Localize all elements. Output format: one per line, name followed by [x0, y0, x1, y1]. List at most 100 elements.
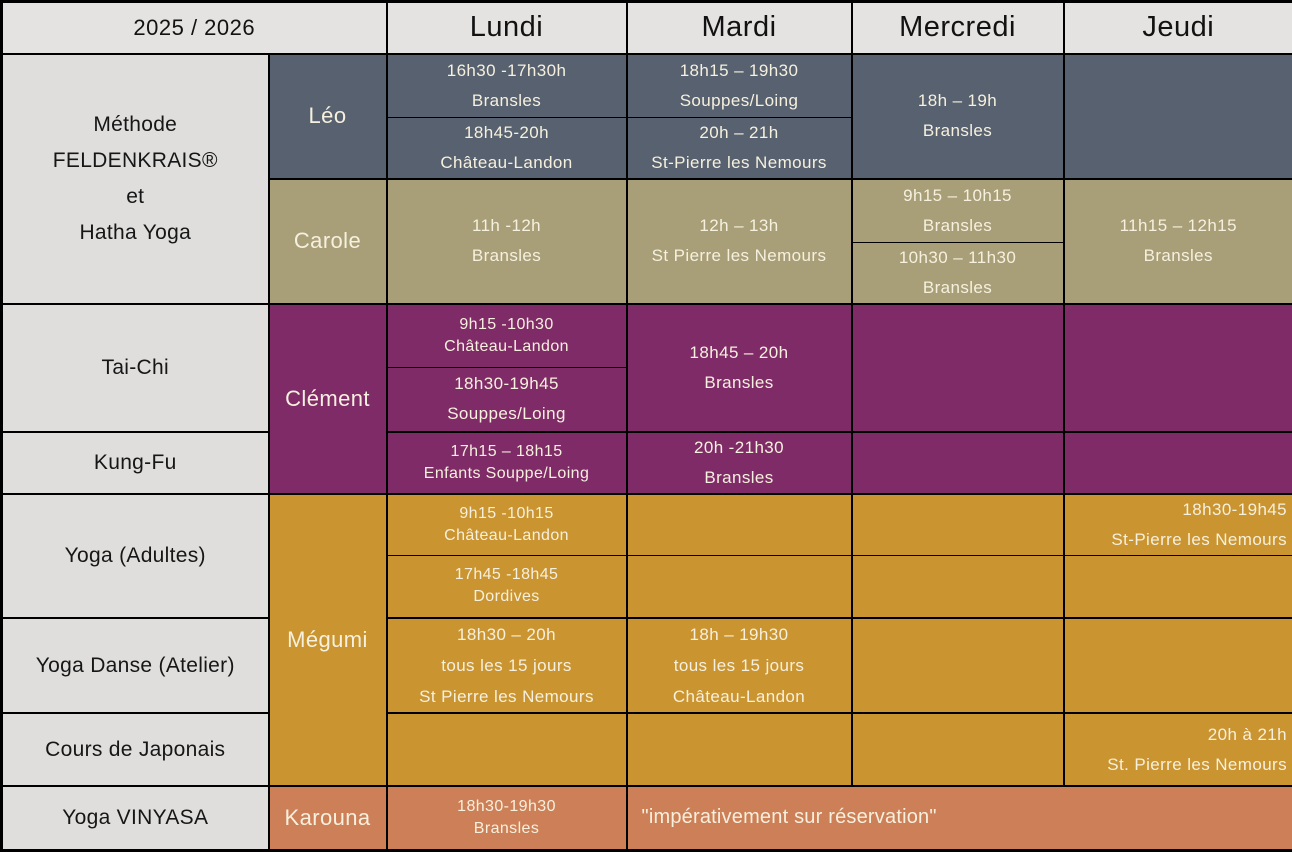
location-text: Bransles — [922, 277, 993, 297]
location-text: Bransles — [704, 467, 774, 487]
location-text: Château-Landon — [444, 526, 569, 544]
instructor-leo: Léo — [267, 53, 388, 180]
cell-japonais-jeudi: 20h à 21h St. Pierre les Nemours — [1062, 712, 1292, 787]
time-text: 12h – 13h — [699, 216, 779, 236]
category-kungfu: Kung-Fu — [0, 430, 270, 494]
cell-carole-mardi: 12h – 13h St Pierre les Nemours — [625, 178, 853, 304]
time-text: 9h15 -10h15 — [459, 504, 554, 522]
category-line: Cours de Japonais — [45, 737, 226, 761]
location-text: St Pierre les Nemours — [651, 246, 827, 266]
location-text: Bransles — [471, 90, 542, 110]
time-text: 11h15 – 12h15 — [1119, 216, 1237, 236]
cell-leo-mercredi: 18h – 19h Bransles — [850, 53, 1065, 180]
cell-yoga-adultes-jeudi: 18h30-19h45 St-Pierre les Nemours — [1062, 492, 1292, 556]
cell-japonais-lundi-empty — [385, 712, 628, 787]
cell-leo-mardi-2: 20h – 21h St-Pierre les Nemours — [625, 117, 853, 180]
time-text: 18h45 – 20h — [689, 342, 789, 362]
location-text: Bransles — [471, 246, 542, 266]
category-line: FELDENKRAIS® — [52, 148, 218, 172]
location-text: Souppes/Loing — [679, 90, 799, 110]
instructor-name: Léo — [308, 103, 347, 129]
instructor-megumi: Mégumi — [267, 492, 388, 787]
category-line: Yoga Danse (Atelier) — [35, 653, 235, 677]
cell-yoga-adultes-lundi-1: 9h15 -10h15 Château-Landon — [385, 492, 628, 556]
location-text: Souppes/Loing — [447, 404, 566, 424]
location-text: Bransles — [473, 819, 540, 837]
cell-yoga-adultes-mercredi-1-empty — [850, 492, 1065, 556]
instructor-name: Clément — [285, 385, 370, 411]
header-day-mardi: Mardi — [625, 0, 853, 55]
cell-carole-mercredi-1: 9h15 – 10h15 Bransles — [850, 178, 1065, 243]
header-year: 2025 / 2026 — [0, 0, 388, 55]
time-text: 16h30 -17h30h — [446, 60, 567, 80]
time-text: 18h30 – 20h — [457, 625, 556, 644]
cell-carole-mercredi-2: 10h30 – 11h30 Bransles — [850, 241, 1065, 304]
location-text: Bransles — [704, 372, 774, 392]
location-text: Dordives — [473, 588, 540, 606]
time-text: 20h -21h30 — [694, 437, 785, 457]
category-japonais: Cours de Japonais — [0, 712, 270, 787]
cell-kungfu-mercredi-empty — [850, 430, 1065, 494]
location-text: Château-Landon — [440, 153, 573, 172]
instructor-clement: Clément — [267, 302, 388, 494]
cell-kungfu-jeudi-empty — [1062, 430, 1292, 494]
time-text: 18h30-19h30 — [457, 797, 556, 815]
cell-vinyasa-lundi: 18h30-19h30 Bransles — [385, 785, 628, 851]
cell-carole-jeudi: 11h15 – 12h15 Bransles — [1062, 178, 1292, 304]
category-yoga-adultes: Yoga (Adultes) — [0, 492, 270, 619]
header-day-lundi: Lundi — [385, 0, 628, 55]
instructor-name: Mégumi — [287, 626, 368, 652]
time-text: 9h15 -10h30 — [459, 315, 554, 333]
category-line: Tai-Chi — [101, 355, 169, 379]
time-text: 18h – 19h30 — [689, 625, 789, 644]
cell-taichi-mercredi-empty — [850, 302, 1065, 432]
cell-taichi-jeudi-empty — [1062, 302, 1292, 432]
time-text: 9h15 – 10h15 — [903, 185, 1012, 205]
cell-yoga-danse-mercredi-empty — [850, 617, 1065, 714]
cell-carole-lundi: 11h -12h Bransles — [385, 178, 628, 304]
cell-yoga-danse-jeudi-empty — [1062, 617, 1292, 714]
time-text: 18h30-19h45 — [1182, 499, 1288, 519]
location-text: Bransles — [922, 215, 993, 235]
location-text: Bransles — [1143, 246, 1213, 266]
time-text: 18h30-19h45 — [454, 374, 559, 394]
instructor-karouna: Karouna — [267, 785, 388, 851]
time-text: 18h – 19h — [917, 91, 998, 111]
cell-vinyasa-reservation-note: "impérativement sur réservation" — [625, 785, 1292, 851]
category-line: Yoga VINYASA — [62, 805, 209, 829]
category-line: Méthode — [93, 112, 178, 136]
time-text: 17h15 – 18h15 — [450, 442, 563, 460]
header-day-mercredi: Mercredi — [850, 0, 1065, 55]
frequency-text: tous les 15 jours — [441, 656, 572, 675]
instructor-carole: Carole — [267, 178, 388, 304]
cell-yoga-danse-mardi: 18h – 19h30 tous les 15 jours Château-La… — [625, 617, 853, 714]
location-text: St Pierre les Nemours — [419, 687, 594, 706]
category-line: Yoga (Adultes) — [64, 543, 206, 567]
instructor-name: Karouna — [284, 804, 371, 830]
time-text: 20h – 21h — [699, 123, 779, 142]
header-day-jeudi: Jeudi — [1062, 0, 1292, 55]
category-taichi: Tai-Chi — [0, 302, 270, 432]
frequency-text: tous les 15 jours — [673, 656, 805, 675]
cell-taichi-lundi-1: 9h15 -10h30 Château-Landon — [385, 302, 628, 368]
location-text: Château-Landon — [672, 687, 806, 706]
location-text: St-Pierre les Nemours — [651, 153, 827, 172]
location-text: St. Pierre les Nemours — [1107, 754, 1288, 774]
cell-japonais-mercredi-empty — [850, 712, 1065, 787]
cell-kungfu-mardi: 20h -21h30 Bransles — [625, 430, 853, 494]
category-vinyasa: Yoga VINYASA — [0, 785, 270, 851]
cell-leo-mardi-1: 18h15 – 19h30 Souppes/Loing — [625, 53, 853, 118]
reservation-note-text: "impérativement sur réservation" — [641, 806, 937, 829]
category-line: et — [126, 184, 145, 208]
cell-yoga-adultes-mercredi-2-empty — [850, 554, 1065, 619]
cell-yoga-adultes-mardi-1-empty — [625, 492, 853, 556]
cell-leo-lundi-1: 16h30 -17h30h Bransles — [385, 53, 628, 118]
location-text: Château-Landon — [444, 337, 569, 355]
cell-japonais-mardi-empty — [625, 712, 853, 787]
time-text: 17h45 -18h45 — [454, 566, 559, 584]
time-text: 20h à 21h — [1207, 724, 1288, 744]
time-text: 18h15 – 19h30 — [679, 60, 799, 80]
cell-yoga-adultes-jeudi-2-empty — [1062, 554, 1292, 619]
category-line: Kung-Fu — [93, 450, 177, 474]
time-text: 11h -12h — [471, 216, 542, 236]
